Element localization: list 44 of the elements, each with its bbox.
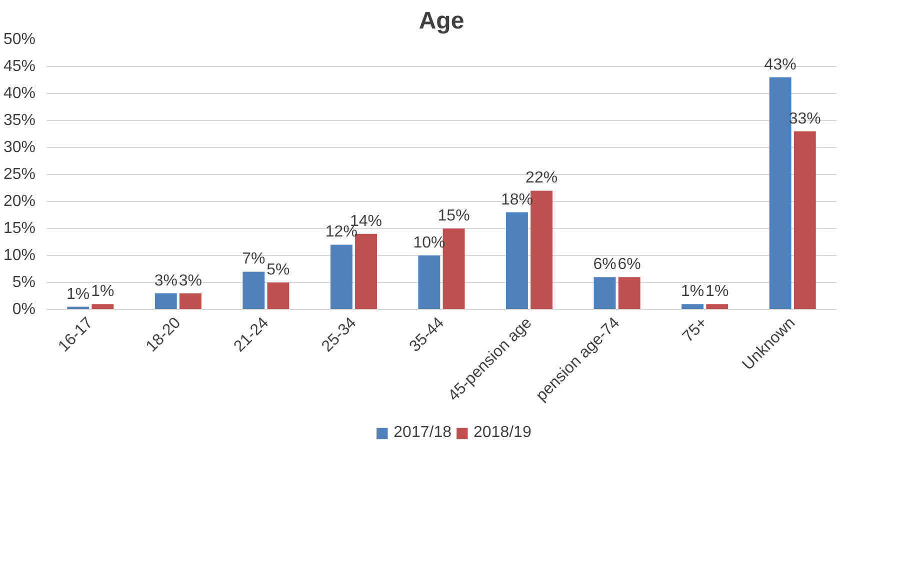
bar bbox=[594, 277, 616, 310]
data-label: 3% bbox=[178, 272, 202, 290]
y-tick-label: 10% bbox=[3, 247, 36, 264]
legend-label: 2017/18 bbox=[394, 424, 452, 442]
bar bbox=[355, 234, 377, 310]
data-label: 7% bbox=[242, 250, 266, 268]
bar bbox=[706, 304, 728, 310]
bar bbox=[682, 304, 704, 310]
bar bbox=[530, 190, 553, 310]
y-tick-label: 20% bbox=[3, 193, 36, 210]
chart-title: Age bbox=[418, 8, 464, 34]
data-label: 5% bbox=[266, 262, 290, 278]
y-tick-label: 35% bbox=[3, 112, 36, 129]
bar bbox=[179, 293, 202, 310]
y-tick-label: 25% bbox=[3, 166, 36, 183]
y-tick-label: 0% bbox=[12, 301, 36, 318]
bar bbox=[267, 282, 290, 310]
bar bbox=[92, 304, 114, 310]
bar bbox=[418, 256, 440, 310]
y-tick-label: 50% bbox=[3, 31, 36, 48]
data-label: 3% bbox=[154, 272, 178, 290]
data-label: 6% bbox=[593, 256, 616, 274]
data-label: 15% bbox=[438, 208, 470, 224]
y-tick-label: 15% bbox=[3, 220, 36, 237]
data-label: 6% bbox=[618, 256, 641, 274]
bar bbox=[506, 212, 528, 310]
data-label: 43% bbox=[764, 56, 796, 74]
data-label: 1% bbox=[680, 283, 704, 300]
bar bbox=[242, 272, 265, 310]
y-tick-label: 45% bbox=[3, 58, 36, 75]
data-label: 1% bbox=[91, 283, 114, 300]
y-tick-label: 30% bbox=[3, 139, 36, 156]
bar bbox=[769, 77, 792, 310]
bar bbox=[794, 131, 816, 310]
y-tick-label: 5% bbox=[12, 274, 36, 291]
bar bbox=[330, 244, 352, 310]
data-label: 1% bbox=[706, 283, 729, 300]
data-label: 22% bbox=[526, 170, 558, 187]
legend-label: 2018/19 bbox=[474, 424, 532, 442]
x-tick-label: 75+ bbox=[680, 314, 711, 346]
y-tick-label: 40% bbox=[3, 85, 36, 102]
bar bbox=[154, 293, 177, 310]
data-label: 1% bbox=[66, 286, 90, 303]
bar bbox=[618, 277, 640, 310]
